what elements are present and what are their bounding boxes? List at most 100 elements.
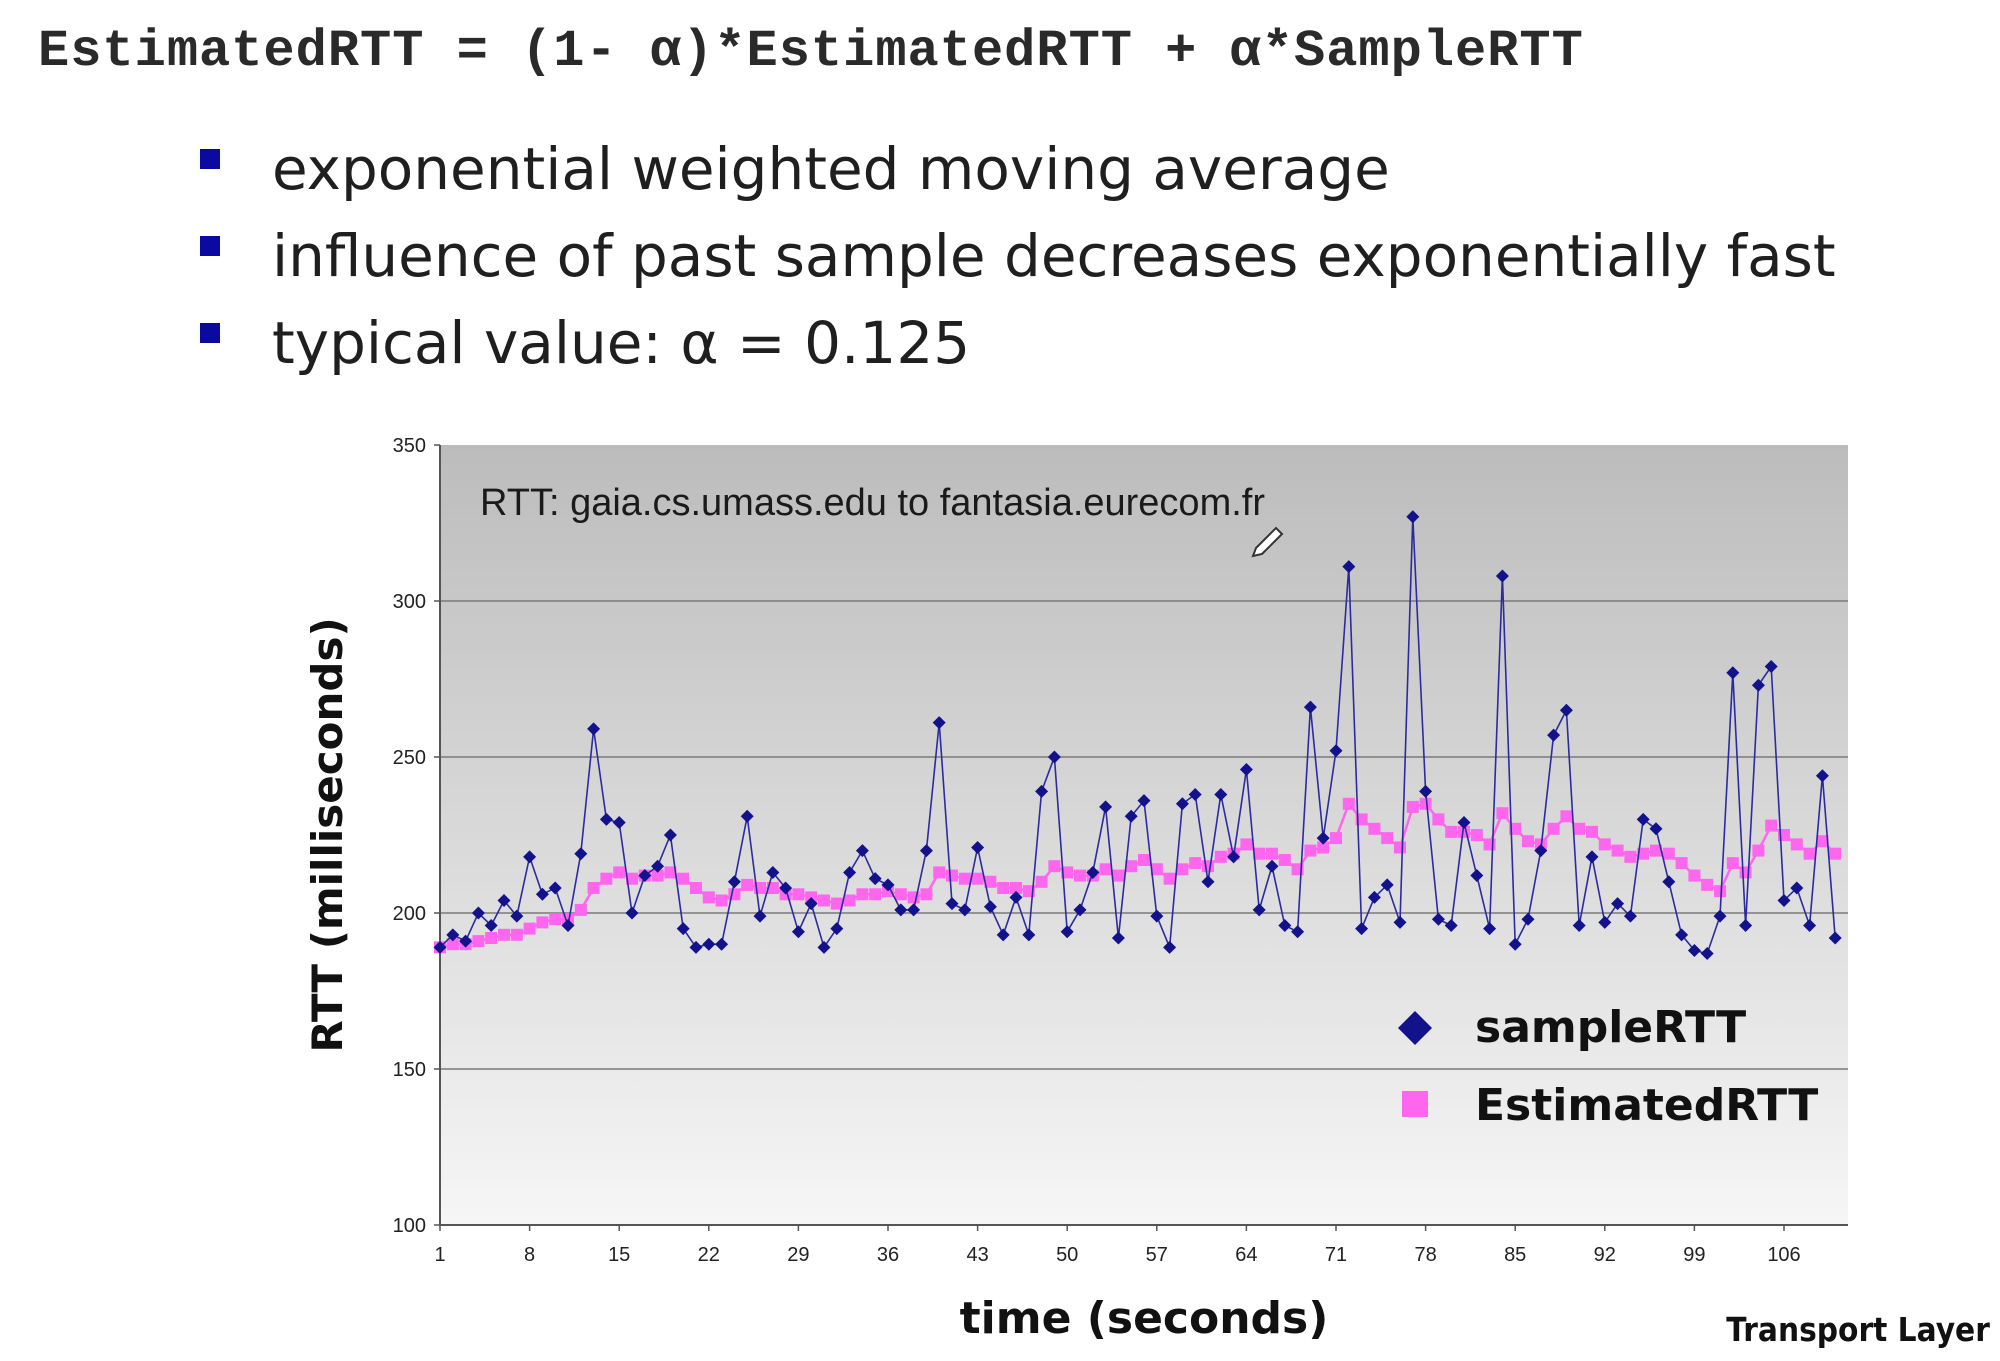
estimated-rtt-point — [677, 872, 690, 885]
sample-rtt-point — [1124, 809, 1138, 823]
sample-rtt-point — [1521, 912, 1535, 926]
sample-rtt-point — [907, 903, 921, 917]
estimated-rtt-point — [1573, 822, 1586, 835]
x-tick-label: 1 — [434, 1244, 445, 1266]
sample-rtt-point — [1470, 869, 1484, 883]
sample-rtt-point — [727, 875, 741, 889]
estimated-rtt-point — [702, 891, 715, 904]
sample-rtt-point — [1572, 918, 1586, 932]
estimated-rtt-point — [1253, 847, 1266, 860]
estimated-rtt-point — [1406, 800, 1419, 813]
estimated-rtt-point — [574, 903, 587, 916]
estimated-rtt-point — [1714, 885, 1726, 898]
estimated-rtt-point — [1368, 822, 1381, 835]
y-tick-label: 250 — [393, 747, 426, 769]
estimated-rtt-point — [1624, 850, 1637, 863]
x-tick-label: 64 — [1235, 1244, 1257, 1266]
sample-rtt-point — [1419, 784, 1433, 798]
estimated-rtt-point — [1688, 869, 1701, 882]
sample-rtt-point — [535, 887, 549, 901]
sample-rtt-point — [1035, 784, 1049, 798]
sample-rtt-point — [1393, 915, 1407, 929]
sample-rtt-point — [1431, 912, 1445, 926]
sample-rtt-point — [1406, 510, 1420, 524]
estimated-rtt-point — [1598, 838, 1611, 851]
estimated-rtt-point — [1675, 857, 1688, 870]
y-tick-label: 150 — [393, 1059, 426, 1081]
sample-rtt-point — [1265, 859, 1279, 873]
estimated-rtt-point — [1586, 825, 1598, 838]
estimated-rtt-point — [536, 916, 549, 929]
estimated-rtt-point — [1189, 857, 1202, 870]
estimated-rtt-point — [1125, 860, 1138, 873]
sample-rtt-point — [663, 828, 677, 842]
sample-rtt-point — [1086, 865, 1100, 879]
bullet-text: typical value: α = 0.125 — [272, 308, 971, 377]
estimated-rtt-point — [498, 928, 510, 941]
estimated-rtt-point — [1112, 869, 1125, 882]
sample-rtt-point — [510, 909, 524, 923]
sample-rtt-point — [1201, 875, 1215, 889]
bullet-square-icon — [200, 148, 220, 169]
estimated-rtt-point — [997, 882, 1010, 894]
estimated-rtt-point — [1509, 822, 1522, 835]
sample-rtt-point — [1675, 928, 1689, 942]
sample-rtt-point — [1150, 909, 1164, 923]
sample-rtt-point — [612, 816, 626, 830]
estimated-rtt-point — [1202, 860, 1214, 873]
sample-rtt-point — [497, 894, 511, 908]
sample-rtt-point — [446, 928, 460, 942]
sample-rtt-point — [1751, 678, 1765, 692]
sample-rtt-point — [843, 865, 857, 879]
estimated-rtt-point — [651, 869, 664, 882]
estimated-rtt-point — [613, 866, 626, 879]
sample-rtt-point — [1508, 937, 1522, 951]
pencil-cursor-icon — [1251, 526, 1284, 558]
bullet-list: exponential weighted moving average infl… — [200, 125, 1836, 386]
sample-rtt-point — [1009, 890, 1023, 904]
x-tick-label: 57 — [1146, 1244, 1168, 1266]
sample-rtt-point — [1342, 560, 1356, 574]
estimated-rtt-point — [1419, 797, 1432, 810]
estimated-rtt-point — [1266, 847, 1278, 860]
sample-rtt-point — [1636, 812, 1650, 826]
sample-rtt-point — [817, 940, 831, 954]
sample-rtt-point — [919, 844, 933, 858]
y-axis-label: RTT (milliseconds) — [303, 617, 352, 1052]
sample-rtt-point — [791, 925, 805, 939]
sample-rtt-point — [1073, 903, 1087, 917]
sample-rtt-point — [1175, 797, 1189, 811]
estimated-rtt-point — [1010, 882, 1022, 894]
sample-rtt-point — [1649, 822, 1663, 836]
x-tick-label: 29 — [787, 1244, 809, 1266]
estimated-rtt-point — [549, 913, 562, 926]
sample-rtt-point — [804, 897, 818, 911]
sample-rtt-point — [561, 918, 575, 932]
x-tick-label: 106 — [1767, 1244, 1800, 1266]
sample-rtt-point — [868, 872, 882, 886]
sample-rtt-point — [689, 940, 703, 954]
sample-rtt-point — [996, 928, 1010, 942]
estimated-rtt-point — [1637, 847, 1650, 860]
sample-rtt-point — [1214, 787, 1228, 801]
estimated-rtt-point — [869, 888, 882, 901]
estimated-rtt-point — [1330, 832, 1342, 845]
estimated-rtt-point — [830, 897, 843, 910]
sample-rtt-point — [1355, 922, 1369, 936]
estimated-rtt-point — [1048, 860, 1061, 873]
sample-rtt-point — [599, 812, 613, 826]
estimated-rtt-point — [1317, 841, 1330, 854]
x-tick-label: 36 — [877, 1244, 899, 1266]
bullet-item: typical value: α = 0.125 — [200, 299, 1836, 386]
sample-rtt-point — [1739, 918, 1753, 932]
bullet-item: influence of past sample decreases expon… — [200, 212, 1836, 299]
sample-rtt-point — [1022, 928, 1036, 942]
estimated-rtt-point — [1752, 844, 1765, 857]
sample-rtt-point — [1047, 750, 1061, 764]
estimated-rtt-point — [1650, 844, 1662, 857]
sample-rtt-point — [1111, 931, 1125, 945]
estimated-rtt-point — [690, 882, 702, 894]
sample-rtt-point — [1777, 894, 1791, 908]
estimated-rtt-point — [856, 888, 869, 901]
